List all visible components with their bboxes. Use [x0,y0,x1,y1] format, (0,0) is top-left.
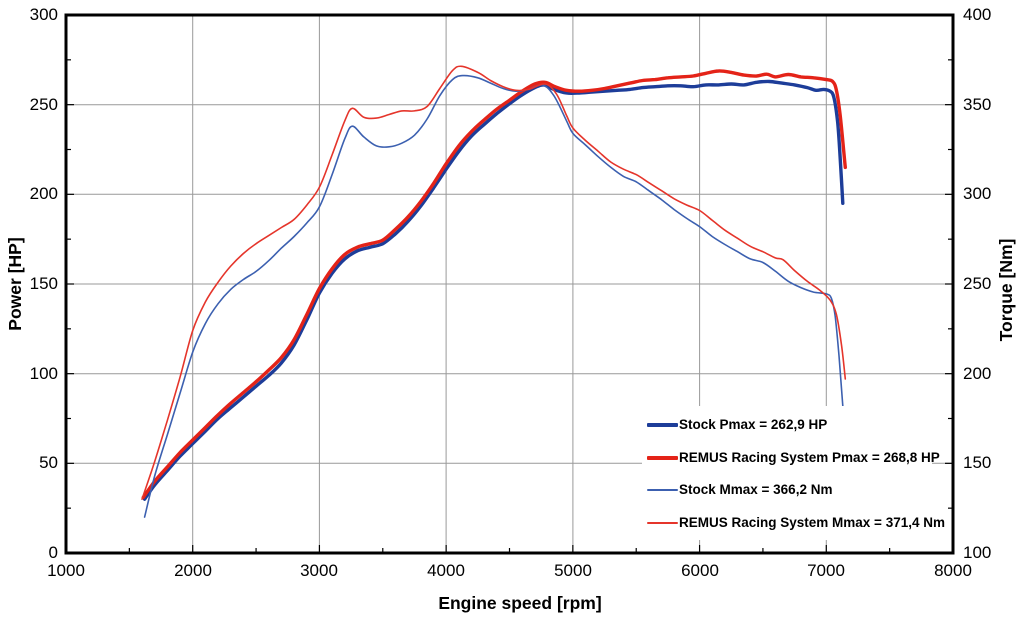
legend-label: REMUS Racing System Pmax = 268,8 HP [679,450,940,465]
right-axis-tick-label: 350 [963,95,992,114]
left-axis-tick-label: 0 [48,543,58,562]
stock-torque-line-swatch [647,489,678,491]
legend-item: REMUS Racing System Pmax = 268,8 HP [642,448,940,468]
left-axis-tick-label: 50 [39,453,58,472]
remus-torque-line-swatch [647,522,678,524]
x-axis-tick-label: 3000 [300,561,338,580]
right-axis-tick-label: 300 [963,184,992,203]
chart-legend: Stock Pmax = 262,9 HP REMUS Racing Syste… [642,406,945,540]
right-axis-tick-label: 150 [963,453,992,472]
legend-item: REMUS Racing System Mmax = 371,4 Nm [642,513,945,533]
right-axis-tick-label: 250 [963,274,992,293]
legend-label: REMUS Racing System Mmax = 371,4 Nm [679,515,945,530]
left-axis-tick-label: 150 [29,274,58,293]
x-axis-tick-label: 1000 [47,561,85,580]
left-axis-tick-label: 100 [29,364,58,383]
left-axis-tick-label: 300 [29,5,58,24]
right-axis-tick-label: 200 [963,364,992,383]
x-axis-tick-label: 8000 [934,561,972,580]
left-axis-tick-label: 200 [29,184,58,203]
right-axis-tick-label: 400 [963,5,992,24]
stock-power-line-swatch [647,423,678,427]
x-axis-title: Engine speed [rpm] [438,593,602,613]
x-axis-tick-label: 7000 [807,561,845,580]
x-axis-tick-label: 5000 [554,561,592,580]
right-axis-tick-label: 100 [963,543,992,562]
left-axis-title: Power [HP] [5,237,25,331]
legend-label: Stock Pmax = 262,9 HP [679,417,828,432]
x-axis-tick-label: 6000 [681,561,719,580]
x-axis-tick-label: 4000 [427,561,465,580]
legend-item: Stock Mmax = 366,2 Nm [642,480,932,500]
right-axis-title: Torque [Nm] [996,238,1016,342]
legend-label: Stock Mmax = 366,2 Nm [679,482,833,497]
x-axis-tick-label: 2000 [174,561,212,580]
remus-power-line-swatch [647,456,678,460]
legend-item: Stock Pmax = 262,9 HP [642,415,932,435]
left-axis-tick-label: 250 [29,95,58,114]
